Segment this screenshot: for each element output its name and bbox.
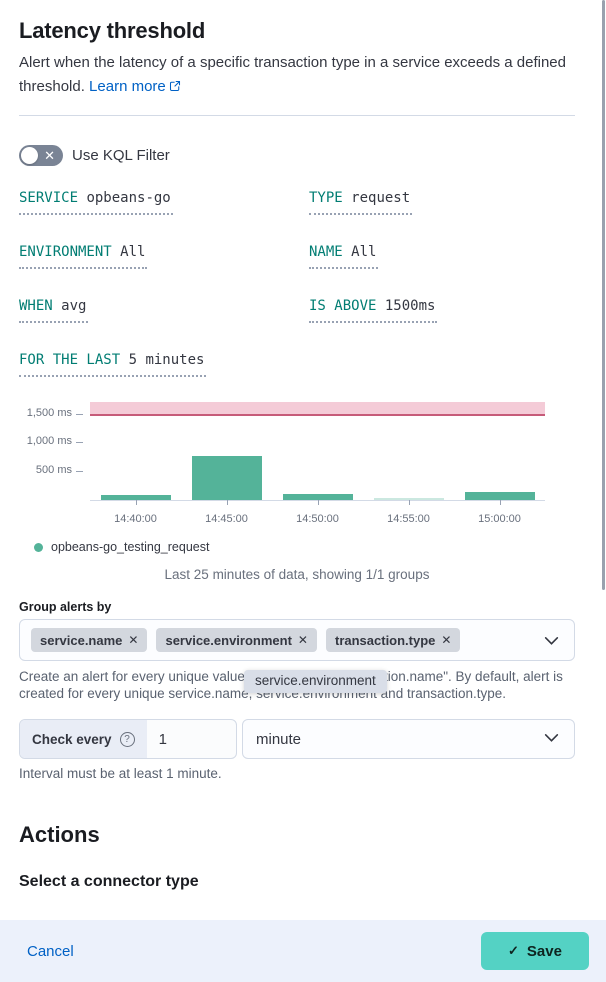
field-tooltip: service.environment (244, 670, 387, 693)
latency-rule-flyout: Latency threshold Alert when the latency… (19, 18, 575, 946)
is-above-expression[interactable]: IS ABOVE 1500ms (309, 298, 575, 323)
group-by-help-text: Create an alert for every unique value. … (19, 669, 563, 701)
for-the-last-expression[interactable]: FOR THE LAST 5 minutes (19, 352, 575, 377)
learn-more-link[interactable]: Learn more (89, 78, 181, 95)
group-by-badge-service-environment[interactable]: service.environment ✕ (156, 628, 317, 652)
page-description: Alert when the latency of a specific tra… (19, 51, 575, 100)
y-axis-tick (76, 471, 83, 473)
threshold-band (90, 402, 545, 414)
chart-bar (464, 491, 535, 500)
group-by-badge-transaction-type[interactable]: transaction.type ✕ (325, 628, 461, 652)
x-axis-tick-label: 15:00:00 (478, 513, 521, 525)
check-every-prepend: Check every ? (20, 720, 147, 758)
kql-filter-label: Use KQL Filter (72, 147, 170, 164)
y-axis-tick-label: 1,000 ms (26, 435, 72, 448)
y-axis-tick (76, 442, 83, 444)
remove-badge-icon[interactable]: ✕ (441, 633, 452, 647)
x-axis-tick (317, 500, 319, 505)
external-link-icon (169, 76, 181, 100)
interval-hint: Interval must be at least 1 minute. (19, 766, 222, 781)
kql-filter-row: ✕ Use KQL Filter (19, 145, 575, 166)
chart-bar (373, 497, 444, 500)
chart-bar (282, 494, 353, 500)
expression-grid: SERVICE opbeans-go TYPE request ENVIRONM… (19, 190, 575, 377)
x-axis-tick-label: 14:45:00 (205, 513, 248, 525)
chevron-down-icon[interactable] (543, 632, 560, 649)
x-axis-tick (499, 500, 501, 505)
flyout-footer: Cancel ✓ Save (0, 920, 606, 982)
group-by-badge-service-name[interactable]: service.name ✕ (31, 628, 148, 652)
x-axis-tick-label: 14:55:00 (387, 513, 430, 525)
interval-unit-select[interactable]: minute (242, 719, 575, 759)
x-axis-tick (226, 500, 228, 505)
group-alerts-by-label: Group alerts by (19, 600, 112, 614)
y-axis-tick-label: 500 ms (35, 464, 72, 477)
description-text: Alert when the latency of a specific tra… (19, 54, 566, 95)
header-divider (19, 115, 575, 116)
remove-badge-icon[interactable]: ✕ (128, 633, 139, 647)
environment-expression[interactable]: ENVIRONMENT All (19, 244, 309, 269)
x-axis-tick-label: 14:40:00 (114, 513, 157, 525)
check-every-group: Check every ? (19, 719, 237, 759)
vertical-scrollbar[interactable] (602, 0, 605, 590)
y-axis-tick-label: 1,500 ms (26, 406, 72, 419)
chart-caption: Last 25 minutes of data, showing 1/1 gro… (164, 567, 430, 582)
group-by-combobox[interactable]: service.name ✕ service.environment ✕ trans… (19, 619, 575, 661)
service-expression[interactable]: SERVICE opbeans-go (19, 190, 309, 215)
x-axis-tick (408, 500, 410, 505)
name-expression[interactable]: NAME All (309, 244, 575, 269)
page-title: Latency threshold (19, 18, 206, 43)
remove-badge-icon[interactable]: ✕ (297, 633, 308, 647)
toggle-off-icon: ✕ (44, 148, 55, 163)
chart-legend[interactable]: opbeans-go_testing_request (34, 540, 575, 554)
x-axis-tick (135, 500, 137, 505)
kql-filter-toggle[interactable]: ✕ (19, 145, 63, 166)
cancel-button[interactable]: Cancel (27, 942, 74, 960)
type-expression[interactable]: TYPE request (309, 190, 575, 215)
check-icon: ✓ (508, 943, 519, 958)
schedule-row: Check every ? minute (19, 719, 575, 759)
legend-series-label: opbeans-go_testing_request (51, 540, 210, 554)
chart-bar (100, 495, 171, 500)
legend-dot-icon (34, 542, 43, 552)
actions-heading: Actions (19, 822, 100, 847)
when-expression[interactable]: WHEN avg (19, 298, 309, 323)
chevron-down-icon (543, 729, 560, 750)
chart-bar (191, 456, 262, 500)
x-axis-tick-label: 14:50:00 (296, 513, 339, 525)
latency-preview-chart: 1,500 ms 1,000 ms 500 ms 14:40:00 14:45:00 14… (19, 401, 575, 527)
y-axis-tick (76, 413, 83, 415)
help-icon[interactable]: ? (119, 731, 135, 747)
interval-value-input[interactable] (146, 720, 236, 758)
save-button[interactable]: ✓ Save (481, 932, 589, 970)
threshold-line (90, 413, 545, 416)
toggle-thumb (21, 147, 38, 164)
connector-type-heading: Select a connector type (19, 873, 199, 890)
